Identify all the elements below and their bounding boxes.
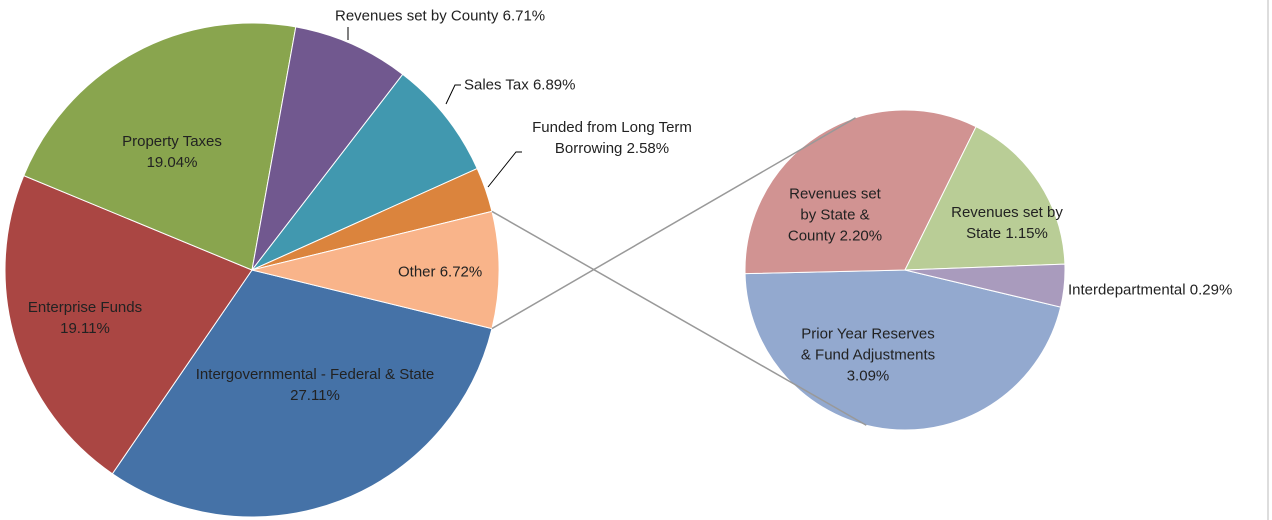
- label-part: Property Taxes: [122, 133, 222, 150]
- pie-slice: [23, 22, 297, 271]
- label-part: 2.58%: [626, 140, 670, 157]
- data-label: Revenues set by State & County 2.20%: [783, 184, 888, 247]
- pie-slice: [251, 73, 478, 271]
- data-label: Prior Year Reserves & Fund Adjustments 3…: [797, 324, 939, 387]
- pie-slice: [251, 210, 500, 330]
- label-part: Intergovernmental - Federal & State: [195, 366, 435, 383]
- label-part: Revenues set by State & County: [787, 185, 881, 245]
- pie-slice: [904, 263, 1066, 308]
- label-part: 6.89%: [532, 76, 576, 94]
- leader-line: [445, 84, 461, 105]
- label-part: Interdepartmental: [1068, 281, 1186, 299]
- label-part: Prior Year Reserves & Fund Adjustments: [800, 325, 936, 364]
- label-part: 2.20%: [839, 227, 883, 245]
- label-part: Enterprise Funds: [27, 299, 143, 316]
- data-label: Property Taxes 19.04%: [102, 131, 242, 173]
- label-part: Other: [398, 263, 436, 281]
- pie-slice: [4, 174, 253, 475]
- label-part: Revenues set by State: [951, 204, 1063, 242]
- data-label: Funded from Long Term Borrowing 2.58%: [502, 117, 722, 159]
- pie-slice: [904, 125, 1066, 271]
- data-label: Interdepartmental 0.29%: [1068, 280, 1232, 301]
- connector: [491, 117, 856, 330]
- label-part: 6.72%: [439, 263, 483, 281]
- data-label: Intergovernmental - Federal & State 27.1…: [185, 364, 445, 406]
- label-part: 6.71%: [502, 7, 546, 25]
- pie-slice: [744, 269, 1062, 431]
- pie-slice: [744, 109, 977, 275]
- leader-line: [487, 151, 522, 188]
- label-part: 19.11%: [60, 320, 110, 337]
- label-part: 3.09%: [846, 367, 890, 385]
- label-part: Funded from Long Term Borrowing: [532, 119, 692, 157]
- label-part: Revenues set by County: [335, 7, 499, 25]
- connector: [491, 210, 867, 426]
- label-part: 0.29%: [1189, 281, 1233, 299]
- label-part: Sales Tax: [464, 76, 529, 94]
- data-label: Revenues set by State 1.15%: [942, 202, 1072, 244]
- label-part: 27.11%: [290, 387, 340, 404]
- data-label: Enterprise Funds 19.11%: [20, 297, 150, 339]
- label-part: 19.04%: [146, 154, 198, 171]
- data-label: Other 6.72%: [398, 262, 482, 283]
- pie-slice: [251, 26, 404, 271]
- data-label: Sales Tax 6.89%: [464, 75, 575, 96]
- label-part: 1.15%: [1005, 225, 1048, 242]
- data-label: Revenues set by County 6.71%: [335, 6, 545, 27]
- pie-slice: [111, 269, 493, 518]
